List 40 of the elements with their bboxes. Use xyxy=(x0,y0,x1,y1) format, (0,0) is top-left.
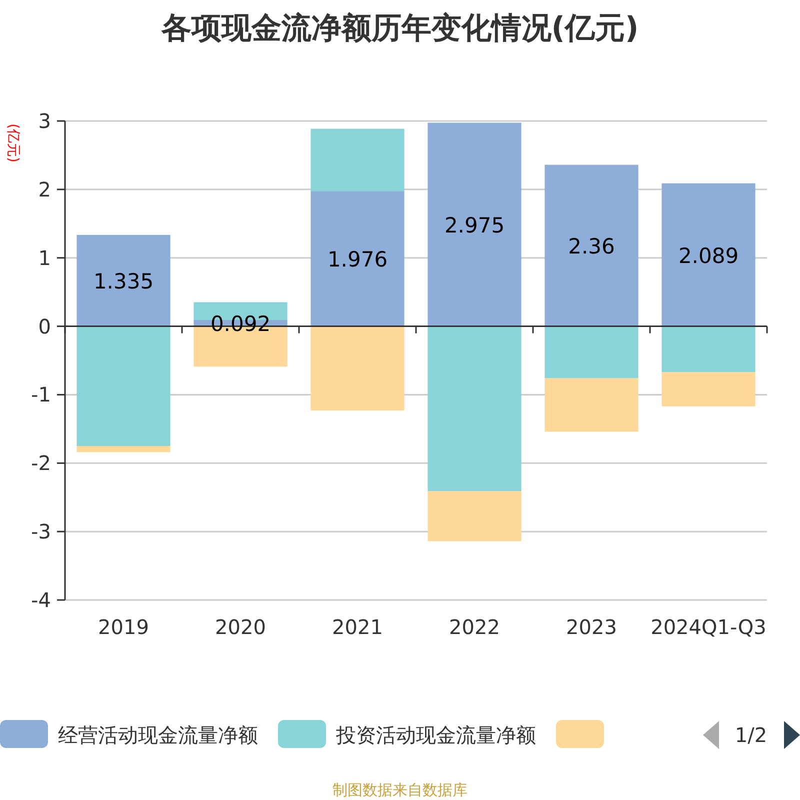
data-label: 2.089 xyxy=(678,244,739,268)
x-tick-label: 2020 xyxy=(215,615,266,639)
bar xyxy=(662,326,756,372)
x-tick-label: 2024Q1-Q3 xyxy=(650,615,766,639)
data-label: 1.335 xyxy=(93,270,154,294)
x-tick-label: 2023 xyxy=(566,615,617,639)
bar xyxy=(662,372,756,406)
data-label: 2.975 xyxy=(444,214,505,238)
y-tick-label: -4 xyxy=(31,588,51,612)
text: 制图数据来自数据库 xyxy=(332,781,468,799)
bar xyxy=(544,164,638,326)
y-tick-label: 0 xyxy=(38,314,51,338)
legend-label: 经营活动现金流量净额 xyxy=(58,723,258,747)
data-label: 2.36 xyxy=(568,234,615,259)
bar xyxy=(76,326,170,446)
y-tick-label: 3 xyxy=(38,109,51,133)
text: 1/2 xyxy=(734,723,768,747)
bar xyxy=(310,128,404,192)
x-tick-label: 2022 xyxy=(449,615,500,639)
bar xyxy=(310,191,404,326)
bar xyxy=(76,234,170,326)
x-tick-label: 2021 xyxy=(332,615,383,639)
y-tick-label: -2 xyxy=(31,451,51,476)
bar xyxy=(428,122,522,326)
bar xyxy=(544,378,638,432)
y-tick-label: -1 xyxy=(31,382,51,407)
y-axis-title: (亿元) xyxy=(5,124,21,162)
y-tick-label: -3 xyxy=(31,520,51,544)
bar xyxy=(428,326,522,492)
y-tick-label: 1 xyxy=(38,246,51,270)
chart-title: 各项现金流净额历年变化情况(亿元) xyxy=(160,11,639,46)
bar xyxy=(662,183,756,326)
bar xyxy=(428,491,522,542)
legend-label: 投资活动现金流量净额 xyxy=(335,723,536,747)
x-tick-label: 2019 xyxy=(98,615,149,639)
y-tick-label: 2 xyxy=(38,177,51,202)
data-label: 1.976 xyxy=(327,248,388,272)
bar xyxy=(76,446,170,452)
bar xyxy=(544,326,638,378)
bar xyxy=(310,326,404,410)
